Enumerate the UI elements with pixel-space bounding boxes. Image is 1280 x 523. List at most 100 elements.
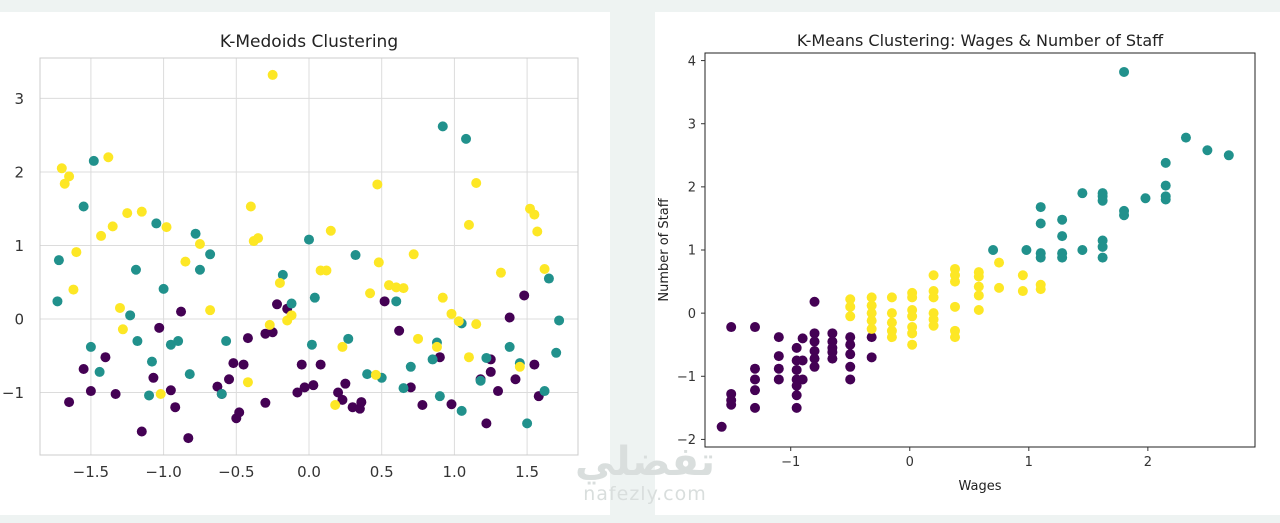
data-point-cluster-2: [866, 315, 877, 326]
data-point-cluster-2: [866, 300, 877, 311]
data-point-cluster-2: [391, 282, 402, 293]
data-point-cluster-2: [866, 292, 877, 303]
x-tick-label: 0.0: [297, 463, 321, 481]
data-point-cluster-2: [370, 369, 381, 380]
data-point-cluster-2: [64, 171, 75, 182]
data-point-cluster-2: [372, 179, 383, 190]
data-point-cluster-1: [1035, 252, 1046, 263]
data-point-cluster-0: [716, 421, 727, 432]
data-point-cluster-1: [52, 296, 63, 307]
data-point-cluster-0: [797, 333, 808, 344]
data-point-cluster-0: [148, 372, 159, 383]
data-point-cluster-2: [886, 317, 897, 328]
data-point-cluster-2: [907, 311, 918, 322]
data-point-cluster-0: [773, 332, 784, 343]
data-point-cluster-2: [337, 341, 348, 352]
data-point-cluster-2: [973, 281, 984, 292]
y-tick-label: 1: [688, 244, 696, 259]
data-point-cluster-1: [125, 310, 136, 321]
data-point-cluster-0: [809, 296, 820, 307]
data-point-cluster-2: [973, 304, 984, 315]
data-point-cluster-0: [315, 359, 326, 370]
data-point-cluster-1: [350, 250, 361, 261]
data-point-cluster-2: [122, 208, 133, 219]
data-point-cluster-0: [212, 381, 223, 392]
data-point-cluster-1: [304, 234, 314, 245]
data-point-cluster-1: [539, 386, 550, 397]
data-point-cluster-0: [308, 380, 319, 391]
kmedoids-chart-panel: −1.5 −1.0 −0.5 0.0 0.5 1.0 1.5 −1 0 1 2 3 K-Medoids …: [0, 12, 610, 515]
data-point-cluster-1: [1140, 193, 1151, 204]
data-point-cluster-1: [132, 336, 143, 347]
data-point-cluster-1: [205, 249, 216, 260]
data-point-cluster-2: [950, 276, 960, 287]
data-point-cluster-0: [809, 336, 820, 347]
data-point-cluster-2: [161, 222, 172, 233]
data-point-cluster-1: [277, 269, 288, 280]
data-point-cluster-2: [413, 333, 424, 344]
data-point-cluster-0: [845, 339, 856, 350]
data-point-cluster-0: [446, 399, 457, 410]
data-point-cluster-1: [554, 315, 565, 326]
data-point-cluster-1: [78, 201, 89, 212]
data-point-cluster-2: [907, 328, 918, 339]
data-point-cluster-1: [184, 369, 195, 380]
data-point-cluster-1: [130, 264, 141, 275]
data-point-cluster-2: [267, 69, 278, 80]
x-tick-label: 1: [1025, 455, 1033, 470]
data-point-cluster-2: [365, 288, 376, 299]
data-point-cluster-2: [994, 282, 1005, 293]
data-point-cluster-1: [194, 264, 205, 275]
data-point-cluster-1: [1097, 195, 1108, 206]
x-tick-label: −1.0: [145, 463, 181, 481]
data-point-cluster-2: [398, 283, 409, 294]
data-point-cluster-2: [373, 257, 384, 268]
chart-title: K-Medoids Clustering: [220, 32, 398, 52]
y-tick-label: 2: [688, 181, 696, 196]
data-point-cluster-1: [1097, 252, 1108, 263]
data-point-cluster-1: [522, 418, 533, 429]
data-point-cluster-0: [417, 400, 428, 411]
data-point-cluster-0: [773, 351, 784, 362]
data-point-cluster-2: [532, 226, 543, 237]
data-point-cluster-0: [154, 322, 165, 333]
data-point-cluster-0: [260, 397, 271, 408]
data-point-cluster-0: [845, 374, 856, 385]
data-point-cluster-2: [1017, 270, 1028, 281]
data-point-cluster-2: [446, 308, 457, 319]
data-point-cluster-2: [463, 352, 474, 363]
y-axis-label: Number of Staff: [657, 197, 672, 301]
data-point-cluster-1: [434, 391, 445, 402]
data-point-cluster-0: [726, 322, 737, 333]
data-point-cluster-0: [379, 296, 390, 307]
data-point-cluster-0: [340, 378, 351, 389]
data-point-cluster-0: [183, 433, 194, 444]
data-point-cluster-1: [1097, 241, 1108, 252]
data-point-cluster-0: [485, 366, 496, 377]
data-point-cluster-1: [146, 356, 157, 367]
data-point-cluster-2: [495, 267, 506, 278]
data-point-cluster-0: [809, 353, 820, 364]
data-point-cluster-1: [391, 296, 402, 307]
data-point-cluster-2: [973, 290, 984, 301]
data-point-cluster-1: [1119, 210, 1130, 221]
data-point-cluster-0: [827, 353, 838, 364]
data-point-cluster-0: [726, 395, 737, 406]
data-point-cluster-0: [845, 361, 856, 372]
data-point-cluster-0: [110, 388, 121, 399]
data-point-cluster-1: [1035, 218, 1046, 229]
data-point-cluster-2: [529, 209, 540, 220]
data-point-cluster-1: [1160, 194, 1171, 205]
y-tick-label: 3: [688, 117, 696, 132]
data-point-cluster-0: [750, 374, 760, 385]
kmeans-chart-panel: −1 0 1 2 −2 −1 0 1 2 3 4 K-Means Clustering: Wages …: [655, 12, 1280, 515]
data-point-cluster-0: [809, 346, 820, 357]
data-point-cluster-0: [866, 332, 877, 343]
data-point-cluster-2: [453, 316, 464, 327]
data-point-cluster-2: [928, 292, 939, 303]
data-point-cluster-1: [144, 390, 155, 401]
data-point-cluster-2: [866, 308, 877, 319]
data-point-cluster-0: [100, 352, 111, 363]
data-point-cluster-2: [107, 221, 118, 232]
